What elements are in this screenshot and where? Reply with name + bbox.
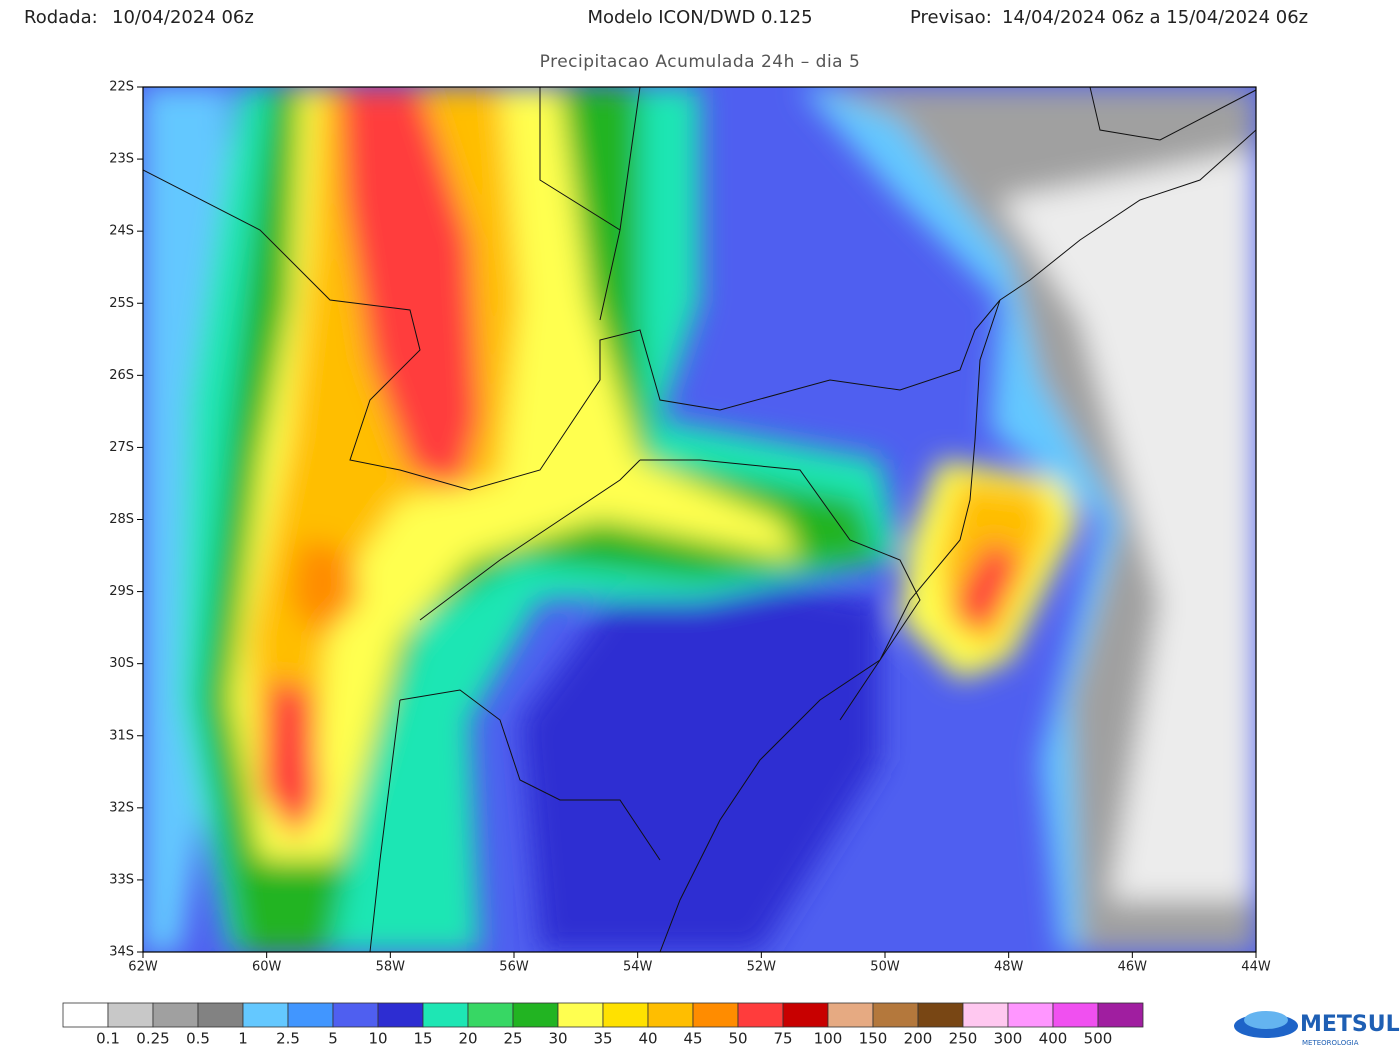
- lat-label: 24S: [109, 224, 134, 239]
- lat-label: 22S: [109, 80, 134, 95]
- legend-label: 35: [593, 1030, 612, 1048]
- lat-label: 34S: [109, 945, 134, 960]
- legend-swatch: [197, 1002, 244, 1028]
- legend-swatch: [62, 1002, 109, 1028]
- lon-label: 48W: [994, 960, 1024, 975]
- legend-swatch: [1097, 1002, 1144, 1028]
- legend-label: 250: [949, 1030, 978, 1048]
- legend-swatch: [287, 1002, 334, 1028]
- legend-swatch: [422, 1002, 469, 1028]
- legend-swatch: [917, 1002, 964, 1028]
- forecast-label: Previsao:: [910, 7, 992, 28]
- run: 10/04/2024 06z: [112, 7, 254, 28]
- lat-label: 32S: [109, 800, 134, 815]
- legend-label: 40: [638, 1030, 657, 1048]
- logo-tagline: METEOROLOGIA: [1302, 1039, 1359, 1047]
- legend-swatch: [782, 1002, 829, 1028]
- lat-label: 26S: [109, 368, 134, 383]
- legend-label: 400: [1039, 1030, 1068, 1048]
- legend-swatch: [512, 1002, 559, 1028]
- legend-swatch: [1007, 1002, 1054, 1028]
- legend-swatch: [557, 1002, 604, 1028]
- legend-label: 150: [859, 1030, 888, 1048]
- subtitle: Precipitacao Acumulada 24h – dia 5: [540, 52, 861, 72]
- lat-label: 29S: [109, 584, 134, 599]
- precipitation-field: [143, 87, 1256, 952]
- lon-label: 46W: [1118, 960, 1148, 975]
- legend-swatch: [1052, 1002, 1099, 1028]
- run-label: Rodada:: [24, 7, 98, 28]
- lon-label: 50W: [870, 960, 900, 975]
- logo-name: METSUL: [1300, 1012, 1400, 1037]
- lat-label: 25S: [109, 296, 134, 311]
- legend-swatch: [962, 1002, 1009, 1028]
- lon-label: 62W: [128, 960, 158, 975]
- model: Modelo ICON/DWD 0.125: [587, 7, 812, 28]
- legend-label: 10: [368, 1030, 387, 1048]
- legend-swatch: [692, 1002, 739, 1028]
- lon-label: 60W: [252, 960, 282, 975]
- legend-label: 20: [458, 1030, 477, 1048]
- legend-label: 75: [773, 1030, 792, 1048]
- legend-swatch: [377, 1002, 424, 1028]
- lon-label: 44W: [1241, 960, 1271, 975]
- legend-label: 25: [503, 1030, 522, 1048]
- legend-swatch: [827, 1002, 874, 1028]
- legend-label: 15: [413, 1030, 432, 1048]
- legend-swatch: [107, 1002, 154, 1028]
- lat-label: 33S: [109, 872, 134, 887]
- lon-label: 56W: [499, 960, 529, 975]
- legend-swatch: [152, 1002, 199, 1028]
- legend-label: 100: [814, 1030, 843, 1048]
- forecast: 14/04/2024 06z a 15/04/2024 06z: [1002, 7, 1308, 28]
- legend-swatch: [872, 1002, 919, 1028]
- legend-swatch: [467, 1002, 514, 1028]
- legend-label: 1: [238, 1030, 248, 1048]
- logo: METSUL METEOROLOGIA: [1234, 1011, 1400, 1047]
- legend-swatch: [242, 1002, 289, 1028]
- legend-label: 45: [683, 1030, 702, 1048]
- legend-label: 5: [328, 1030, 338, 1048]
- lat-label: 27S: [109, 440, 134, 455]
- lat-label: 31S: [109, 728, 134, 743]
- lon-label: 54W: [623, 960, 653, 975]
- legend-label: 0.5: [186, 1030, 210, 1048]
- legend-label: 0.1: [96, 1030, 120, 1048]
- legend-label: 300: [994, 1030, 1023, 1048]
- legend-swatch: [602, 1002, 649, 1028]
- legend-label: 50: [728, 1030, 747, 1048]
- legend-label: 200: [904, 1030, 933, 1048]
- legend-label: 2.5: [276, 1030, 300, 1048]
- lat-label: 28S: [109, 512, 134, 527]
- lat-label: 23S: [109, 152, 134, 167]
- legend-swatch: [647, 1002, 694, 1028]
- legend-label: 0.25: [136, 1030, 169, 1048]
- legend-label: 30: [548, 1030, 567, 1048]
- lon-label: 52W: [747, 960, 777, 975]
- legend-swatch: [737, 1002, 784, 1028]
- lat-label: 30S: [109, 656, 134, 671]
- legend-swatch: [332, 1002, 379, 1028]
- lon-label: 58W: [376, 960, 406, 975]
- legend-label: 500: [1084, 1030, 1113, 1048]
